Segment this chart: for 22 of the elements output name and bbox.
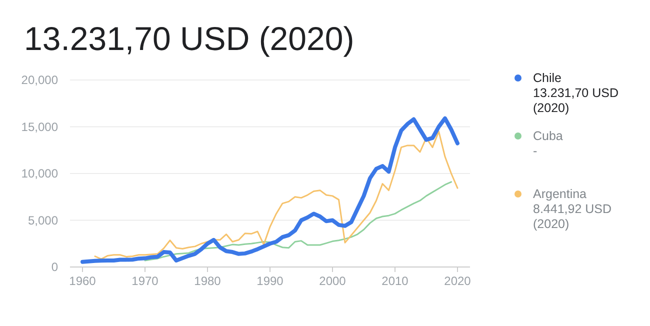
x-tick-label: 1960: [69, 274, 96, 288]
x-tick-label: 2000: [319, 274, 346, 288]
legend-label: Cuba: [533, 129, 563, 143]
legend-label: Argentina: [533, 187, 587, 201]
y-tick-label: 10,000: [21, 166, 58, 180]
chart-title: 13.231,70 USD (2020): [24, 20, 354, 57]
x-tick-label: 2010: [382, 274, 409, 288]
y-tick-label: 5,000: [28, 213, 58, 228]
y-tick-label: 15,000: [21, 120, 58, 134]
y-tick-label: 0: [51, 260, 58, 274]
x-tick-label: 1980: [194, 274, 222, 288]
text: 8.441,92 USD (2020): [533, 202, 612, 231]
line-series: [94, 130, 458, 260]
x-tick-label: 1990: [256, 274, 284, 288]
x-tick-label: 2020: [444, 274, 472, 288]
line-series: [144, 181, 452, 262]
line-series: [80, 116, 460, 264]
y-tick-label: 20,000: [21, 73, 58, 87]
text: 13.231,70 USD (2020): [533, 86, 618, 115]
legend-label: Chile: [533, 71, 562, 85]
text: -: [533, 144, 538, 158]
x-tick-label: 1970: [132, 274, 159, 288]
